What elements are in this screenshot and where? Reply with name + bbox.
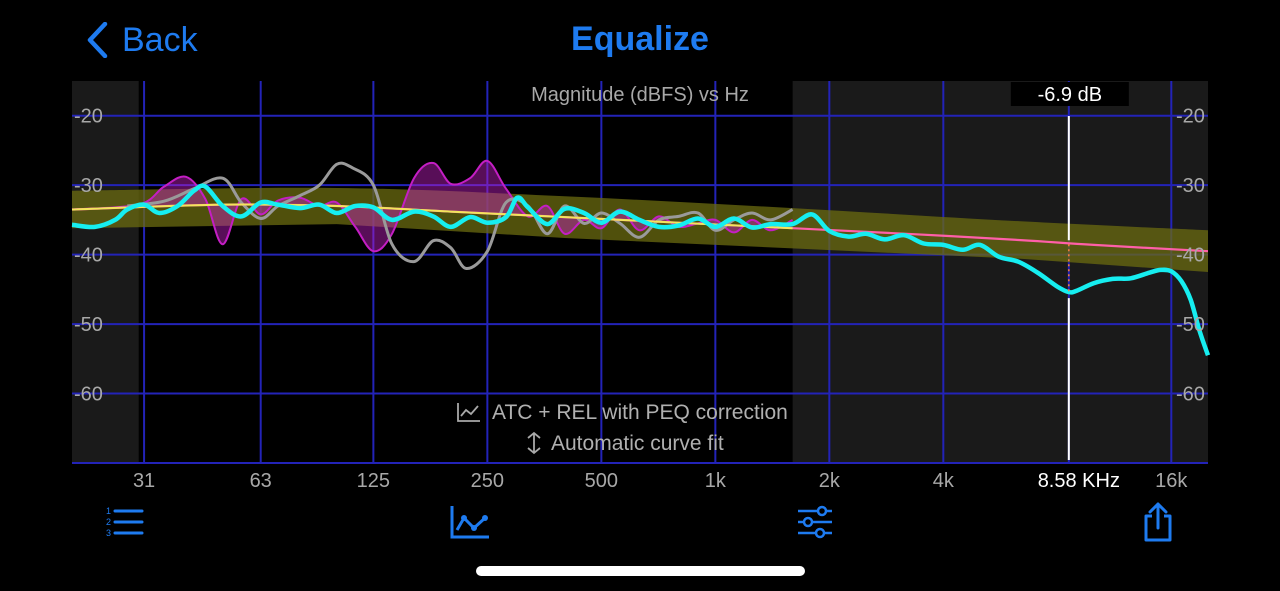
sliders-button[interactable]	[793, 500, 837, 544]
back-button[interactable]: Back	[86, 18, 198, 62]
eq-chart[interactable]: -6.9 dB -20 -20 -30 -30 -40 -40 -50 -50 -60 -60 31…	[0, 80, 1280, 494]
cursor-value-box	[1010, 82, 1129, 106]
graph-button[interactable]	[448, 500, 492, 544]
y-tick-label-left-1: -30	[74, 175, 103, 197]
home-indicator	[476, 566, 805, 576]
y-tick-label-right-3: -50	[1176, 314, 1205, 336]
page-title: Equalize	[571, 20, 709, 58]
numbered-list-button[interactable]: 1 2 3	[102, 500, 146, 544]
x-tick-label-5: 1k	[705, 470, 727, 492]
share-button[interactable]	[1136, 500, 1180, 544]
cursor-value-label: -6.9 dB	[1038, 84, 1102, 106]
y-tick-label-right-4: -60	[1176, 384, 1205, 406]
y-tick-label-left-0: -20	[74, 106, 103, 128]
y-tick-label-left-2: -40	[74, 245, 103, 267]
shaded-region-1	[792, 81, 1208, 463]
share-icon	[1144, 502, 1172, 542]
vertical-arrows-icon	[527, 431, 541, 455]
target-curve-highlight	[71, 203, 793, 230]
uncorrected-curve	[127, 161, 794, 270]
y-tick-label-left-4: -60	[74, 384, 103, 406]
corrected-curve	[71, 183, 1211, 357]
x-tick-label-7: 4k	[933, 470, 955, 492]
annotation-curve-type[interactable]: ATC + REL with PEQ correction	[457, 401, 788, 424]
back-label: Back	[122, 20, 198, 59]
correction-fill	[72, 160, 793, 252]
cursor-freq-box	[1010, 465, 1147, 492]
shaded-region-0	[72, 81, 139, 463]
chart-title: Magnitude (dBFS) vs Hz	[531, 84, 749, 106]
y-tick-label-left-3: -50	[74, 314, 103, 336]
nav-bar: Back Equalize	[0, 0, 1280, 80]
line-graph-icon	[450, 506, 489, 539]
sliders-icon	[798, 505, 832, 539]
x-tick-label-2: 125	[357, 470, 390, 492]
x-tick-label-3: 250	[471, 470, 504, 492]
y-tick-label-right-1: -30	[1176, 175, 1205, 197]
x-tick-label-9: 16k	[1155, 470, 1188, 492]
line-chart-icon	[457, 403, 480, 422]
svg-text:2: 2	[106, 517, 111, 527]
numbered-list-icon: 1 2 3	[106, 506, 144, 538]
svg-text:1: 1	[106, 506, 111, 516]
cursor-freq-label: 8.58 KHz	[1038, 470, 1120, 492]
x-tick-label-1: 63	[250, 470, 272, 492]
annotation-fit-label: Automatic curve fit	[551, 432, 724, 455]
x-tick-label-4: 500	[585, 470, 618, 492]
svg-text:3: 3	[106, 528, 111, 538]
x-tick-label-0: 31	[133, 470, 155, 492]
annotation-fit[interactable]: Automatic curve fit	[527, 431, 724, 455]
annotation-curve-label: ATC + REL with PEQ correction	[492, 401, 788, 424]
chevron-left-icon	[87, 22, 108, 58]
y-tick-label-right-2: -40	[1176, 245, 1205, 267]
y-tick-label-right-0: -20	[1176, 106, 1205, 128]
x-tick-label-6: 2k	[819, 470, 841, 492]
